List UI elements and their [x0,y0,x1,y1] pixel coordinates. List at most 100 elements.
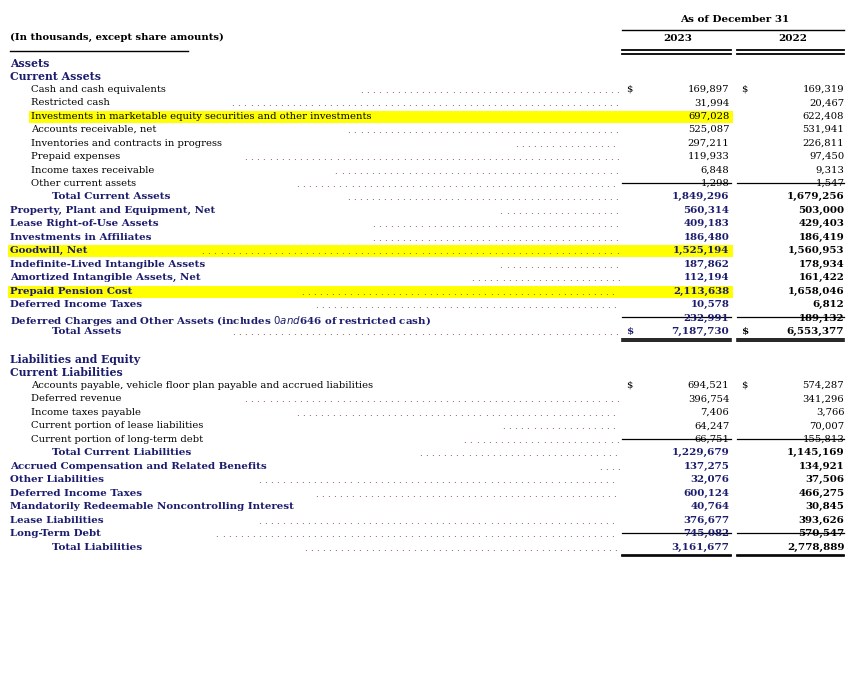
Text: Current portion of lease liabilities: Current portion of lease liabilities [31,422,204,430]
Text: 466,275: 466,275 [798,489,844,498]
Text: .: . [377,545,380,553]
Text: .: . [220,248,222,256]
Text: .: . [602,545,605,553]
Text: .: . [307,531,310,539]
Text: .: . [551,289,553,296]
Text: .: . [347,194,349,203]
Text: .: . [596,545,599,553]
Text: .: . [420,329,423,337]
Text: .: . [482,396,485,405]
Text: .: . [448,531,450,539]
Text: .: . [375,410,378,418]
Bar [29,111,626,122]
Text: .: . [593,477,596,486]
Text: .: . [487,222,490,229]
Text: .: . [372,154,375,162]
Text: .: . [592,87,595,95]
Text: .: . [426,100,429,108]
Text: .: . [597,100,600,108]
Text: .: . [487,127,490,135]
Text: .: . [500,127,503,135]
Text: .: . [425,450,428,458]
Text: .: . [308,181,310,189]
Text: 3,161,677: 3,161,677 [672,543,729,551]
Text: .: . [580,437,582,445]
Text: .: . [216,531,218,539]
Text: .: . [427,87,430,95]
Text: .: . [541,302,543,310]
Text: .: . [543,396,546,405]
Text: .: . [250,329,253,337]
Text: .: . [567,235,569,243]
Text: .: . [277,517,279,526]
Text: .: . [419,491,421,498]
Text: Investments in Affiliates: Investments in Affiliates [10,233,151,242]
Text: .: . [474,450,476,458]
Text: .: . [393,477,395,486]
Text: .: . [575,531,578,539]
Text: 525,087: 525,087 [688,125,729,134]
Text: 187,862: 187,862 [684,260,729,269]
Text: .: . [559,450,562,458]
Text: .: . [502,275,504,284]
Text: .: . [338,410,341,418]
Text: 1,849,296: 1,849,296 [672,192,729,201]
Text: .: . [457,222,459,229]
Text: .: . [326,517,328,526]
Text: .: . [354,396,357,405]
Text: .: . [459,531,462,539]
Text: .: . [370,491,372,498]
Text: .: . [605,275,608,284]
Text: .: . [527,141,530,149]
Text: .: . [420,100,423,108]
Text: .: . [408,545,410,553]
Text: .: . [609,208,612,216]
Text: (In thousands, except share amounts): (In thousands, except share amounts) [10,33,224,42]
Text: .: . [575,289,578,296]
Text: .: . [475,396,479,405]
Text: .: . [395,545,398,553]
Text: Total Current Liabilities: Total Current Liabilities [52,448,192,457]
Text: .: . [360,248,362,256]
Text: .: . [603,222,606,229]
Text: .: . [338,289,340,296]
Text: .: . [573,100,575,108]
Text: 429,403: 429,403 [799,220,844,228]
Text: .: . [542,222,545,229]
Text: .: . [563,531,565,539]
Text: .: . [343,289,346,296]
Text: .: . [554,262,558,270]
Text: 226,811: 226,811 [803,139,844,148]
Text: 169,897: 169,897 [688,85,729,94]
Text: .: . [603,248,606,256]
Text: .: . [327,302,330,310]
Text: .: . [402,100,404,108]
Text: .: . [387,531,389,539]
Text: .: . [445,235,448,243]
Text: .: . [616,248,618,256]
Text: .: . [567,248,569,256]
Text: .: . [521,410,524,418]
Text: 169,319: 169,319 [803,85,844,94]
Text: .: . [525,235,527,243]
Text: .: . [405,410,409,418]
Text: .: . [258,517,261,526]
Text: .: . [547,491,549,498]
Text: .: . [545,517,547,526]
Text: .: . [295,531,298,539]
Text: .: . [451,194,453,203]
Text: .: . [510,302,513,310]
Text: .: . [579,208,581,216]
Text: .: . [372,396,375,405]
Text: .: . [530,222,533,229]
Text: .: . [539,424,541,431]
Text: .: . [536,127,539,135]
Text: .: . [525,222,527,229]
Text: .: . [564,181,567,189]
Text: .: . [400,302,403,310]
Text: .: . [403,127,405,135]
Text: .: . [505,167,508,175]
Text: .: . [530,167,532,175]
Text: .: . [486,491,488,498]
Text: .: . [522,302,525,310]
